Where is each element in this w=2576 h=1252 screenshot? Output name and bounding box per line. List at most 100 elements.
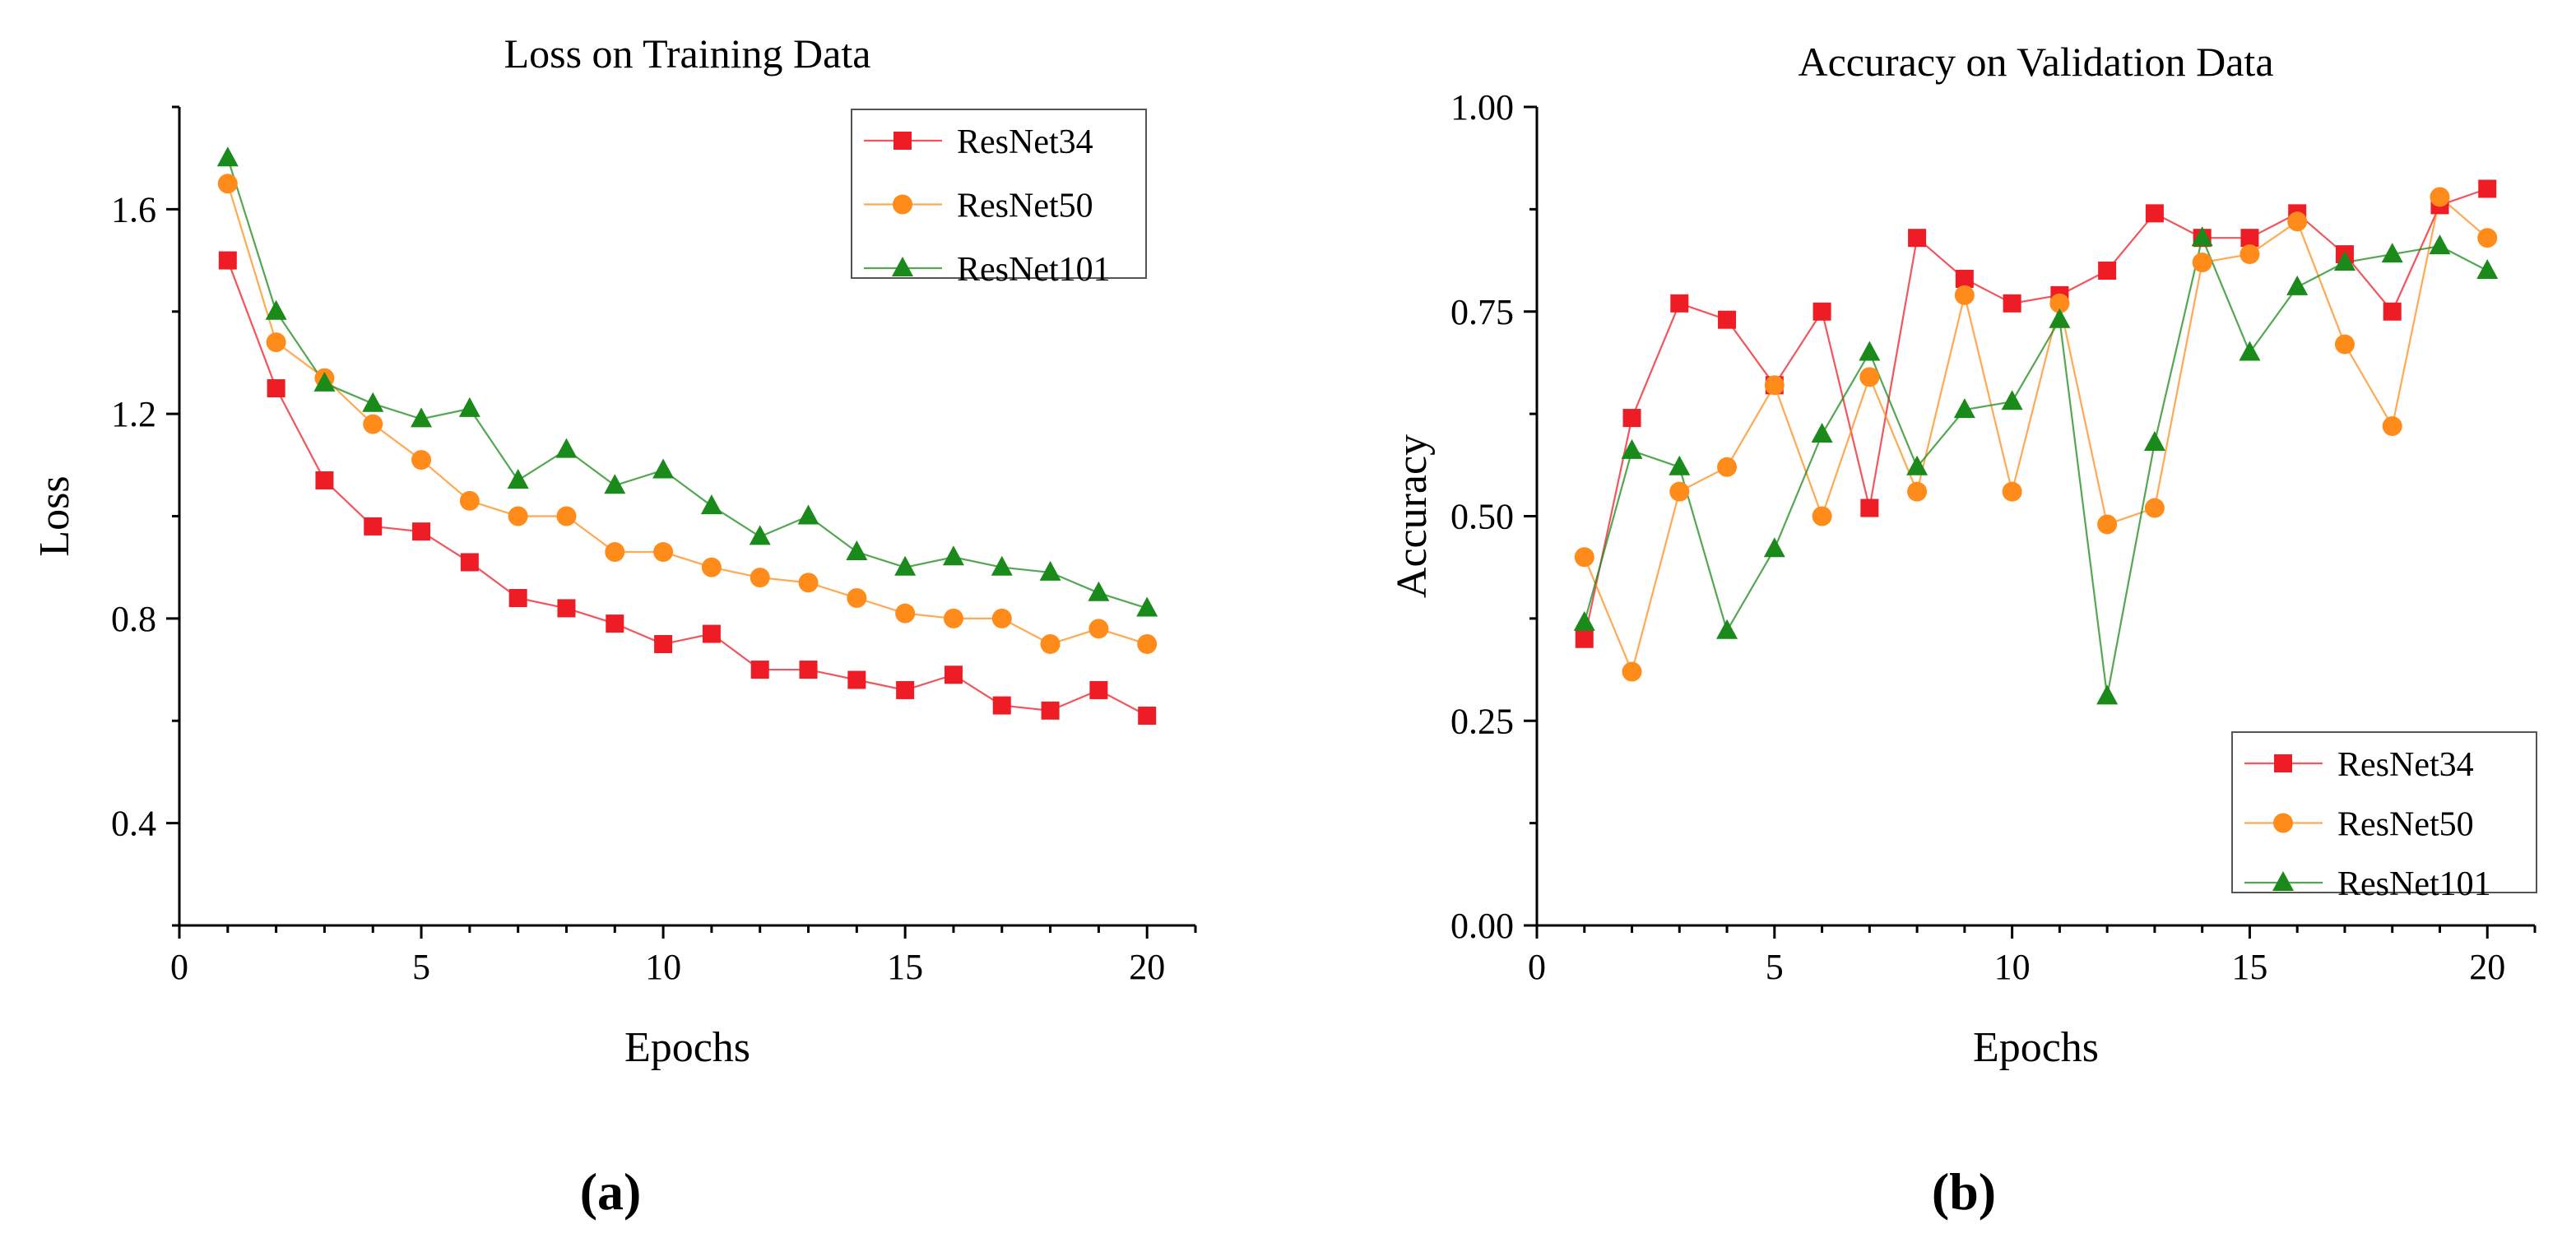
data-point-resnet34 bbox=[1622, 409, 1641, 428]
y-tick-label: 0.00 bbox=[1450, 906, 1514, 946]
x-tick-label: 10 bbox=[1994, 947, 2031, 987]
data-point-resnet34 bbox=[1575, 629, 1594, 648]
y-tick-label: 0.50 bbox=[1450, 497, 1514, 537]
data-point-resnet101 bbox=[2476, 259, 2499, 279]
x-tick-label: 10 bbox=[645, 947, 681, 987]
data-point-resnet50 bbox=[1812, 506, 1832, 526]
x-tick-label: 0 bbox=[170, 947, 188, 987]
data-point-resnet101 bbox=[991, 555, 1013, 576]
data-point-resnet34 bbox=[315, 471, 334, 489]
data-point-resnet34 bbox=[750, 661, 769, 679]
data-point-resnet50 bbox=[701, 557, 722, 577]
legend-label-resnet101: ResNet101 bbox=[957, 251, 1111, 289]
data-point-resnet34 bbox=[364, 517, 383, 536]
data-point-resnet34 bbox=[1670, 294, 1689, 313]
data-point-resnet34 bbox=[992, 696, 1011, 715]
data-point-resnet34 bbox=[606, 614, 624, 633]
data-point-resnet50 bbox=[2049, 293, 2070, 313]
data-point-resnet50 bbox=[2430, 187, 2450, 207]
data-point-resnet101 bbox=[458, 396, 480, 417]
y-tick-label: 1.6 bbox=[111, 189, 156, 230]
data-point-resnet50 bbox=[266, 332, 286, 353]
data-point-resnet101 bbox=[2096, 684, 2119, 705]
legend-marker-resnet50 bbox=[2273, 813, 2293, 833]
legend-marker-resnet50 bbox=[893, 194, 912, 215]
data-point-resnet101 bbox=[1953, 398, 1975, 419]
data-point-resnet101 bbox=[846, 540, 868, 561]
data-point-resnet50 bbox=[2002, 481, 2022, 502]
data-point-resnet34 bbox=[944, 665, 963, 684]
x-tick-label: 15 bbox=[887, 947, 923, 987]
data-point-resnet101 bbox=[1136, 596, 1158, 617]
data-point-resnet101 bbox=[942, 545, 964, 566]
data-point-resnet50 bbox=[653, 542, 674, 563]
data-point-resnet34 bbox=[847, 670, 866, 689]
data-point-resnet50 bbox=[1574, 547, 1594, 568]
legend-label-resnet50: ResNet50 bbox=[957, 188, 1093, 225]
data-point-resnet50 bbox=[1040, 633, 1061, 654]
x-axis-label: Epochs bbox=[1973, 1024, 2099, 1071]
y-tick-label: 0.75 bbox=[1450, 292, 1514, 332]
data-point-resnet34 bbox=[1138, 707, 1157, 726]
legend: ResNet34 ResNet50 ResNet101 bbox=[851, 109, 1147, 289]
data-point-resnet50 bbox=[2144, 498, 2165, 518]
data-point-resnet101 bbox=[652, 458, 675, 479]
data-point-resnet50 bbox=[1764, 375, 1785, 396]
data-point-resnet50 bbox=[2239, 244, 2260, 265]
y-tick-label: 0.8 bbox=[111, 599, 156, 639]
chart-title: Loss on Training Data bbox=[504, 30, 871, 77]
data-point-resnet34 bbox=[896, 680, 915, 699]
data-point-resnet101 bbox=[555, 438, 578, 458]
y-tick-label: 1.00 bbox=[1450, 87, 1514, 128]
data-point-resnet50 bbox=[556, 506, 577, 526]
data-point-resnet50 bbox=[750, 568, 770, 588]
data-point-resnet101 bbox=[1039, 560, 1061, 581]
data-point-resnet50 bbox=[217, 174, 238, 194]
data-point-resnet101 bbox=[1088, 581, 1110, 601]
data-point-resnet50 bbox=[2477, 228, 2498, 248]
data-point-resnet101 bbox=[2429, 234, 2451, 255]
data-point-resnet50 bbox=[1954, 285, 1975, 305]
data-point-resnet50 bbox=[363, 414, 383, 434]
data-point-resnet50 bbox=[1669, 481, 1690, 502]
data-point-resnet101 bbox=[1811, 423, 1833, 443]
data-point-resnet101 bbox=[2143, 430, 2165, 451]
data-point-resnet101 bbox=[265, 299, 287, 320]
data-point-resnet101 bbox=[894, 555, 917, 576]
x-tick-label: 20 bbox=[1129, 947, 1165, 987]
chart-accuracy: Accuracy on Validation Data 0 5 10 15 20 0.00 0… bbox=[1389, 39, 2537, 1071]
data-point-resnet101 bbox=[362, 392, 384, 412]
data-point-resnet34 bbox=[1812, 302, 1831, 321]
data-point-resnet101 bbox=[1573, 610, 1595, 631]
data-point-resnet101 bbox=[2381, 243, 2403, 263]
legend-label-resnet34: ResNet34 bbox=[957, 123, 1093, 161]
data-point-resnet50 bbox=[2287, 211, 2308, 232]
data-point-resnet34 bbox=[799, 661, 818, 679]
data-point-resnet101 bbox=[2001, 390, 2023, 410]
legend-marker-resnet101 bbox=[892, 257, 913, 276]
data-point-resnet34 bbox=[557, 599, 576, 618]
data-point-resnet34 bbox=[1089, 680, 1108, 699]
data-point-resnet34 bbox=[2478, 179, 2497, 198]
legend-marker-resnet101 bbox=[2272, 871, 2294, 891]
data-point-resnet50 bbox=[943, 608, 963, 628]
y-tick-label: 1.2 bbox=[111, 394, 156, 434]
data-point-resnet101 bbox=[797, 504, 819, 525]
y-tick-label: 0.25 bbox=[1450, 701, 1514, 741]
series-line-resnet50 bbox=[1583, 195, 2488, 675]
data-point-resnet50 bbox=[895, 603, 916, 624]
data-point-resnet50 bbox=[459, 490, 480, 511]
panel-label-a: (a) bbox=[580, 1162, 642, 1221]
data-point-resnet50 bbox=[1088, 619, 1109, 639]
data-point-resnet101 bbox=[604, 474, 626, 494]
data-point-resnet34 bbox=[2240, 229, 2259, 248]
legend: ResNet34 ResNet50 ResNet101 bbox=[2231, 731, 2537, 903]
data-point-resnet50 bbox=[2192, 253, 2212, 273]
data-point-resnet50 bbox=[508, 506, 528, 526]
data-point-resnet50 bbox=[991, 608, 1012, 628]
data-point-resnet34 bbox=[1955, 269, 1974, 288]
x-tick-label: 20 bbox=[2469, 947, 2505, 987]
data-point-resnet101 bbox=[2191, 226, 2213, 247]
data-point-resnet34 bbox=[654, 634, 673, 653]
